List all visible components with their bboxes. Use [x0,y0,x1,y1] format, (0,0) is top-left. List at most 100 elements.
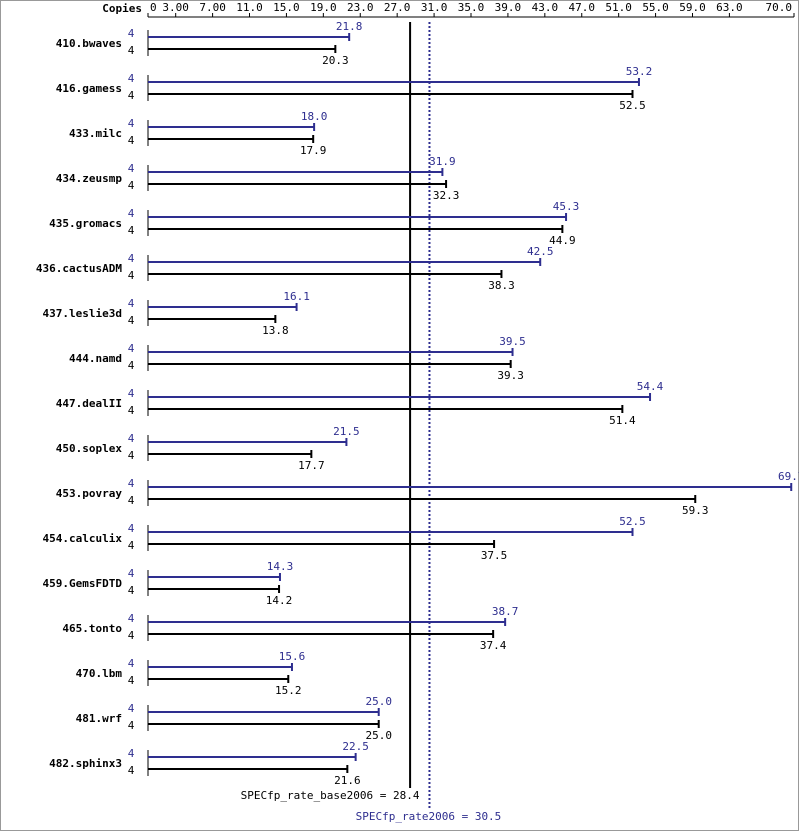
benchmark-label: 454.calculix [43,532,123,545]
x-tick-label: 70.0 [766,1,793,14]
bar [148,216,567,218]
benchmark-label: 482.sphinx3 [49,757,122,770]
copies-label: 4 [128,539,135,552]
value-label: 37.5 [481,549,508,562]
benchmark-label: 453.povray [56,487,123,500]
value-label: 69.7 [778,470,799,483]
copies-label: 4 [128,297,135,310]
bar [148,171,443,173]
value-label: 20.3 [322,54,349,67]
bar [148,261,541,263]
copies-label: 4 [128,387,135,400]
copies-label: 4 [128,612,135,625]
copies-label: 4 [128,449,135,462]
x-tick-label: 55.0 [642,1,669,14]
value-label: 31.9 [429,155,456,168]
benchmark-label: 437.leslie3d [43,307,122,320]
benchmark-label: 436.cactusADM [36,262,122,275]
benchmark-label: 450.soplex [56,442,123,455]
value-label: 53.2 [626,65,653,78]
value-label: 44.9 [549,234,576,247]
bar [148,81,639,83]
value-label: 15.6 [279,650,306,663]
bar [148,273,502,275]
bar [148,93,633,95]
x-tick-label: 11.0 [236,1,263,14]
benchmark-label: 459.GemsFDTD [43,577,123,590]
copies-label: 4 [128,764,135,777]
copies-label: 4 [128,314,135,327]
bar [148,486,792,488]
x-tick-label: 31.0 [421,1,448,14]
bar [148,228,563,230]
copies-label: 4 [128,629,135,642]
bar [148,396,651,398]
x-tick-label: 63.0 [716,1,743,14]
value-label: 52.5 [619,515,646,528]
value-label: 37.4 [480,639,507,652]
value-label: 21.8 [336,20,363,33]
bar [148,453,312,455]
value-label: 52.5 [619,99,646,112]
value-label: 38.3 [488,279,515,292]
copies-label: 4 [128,494,135,507]
bar [148,48,336,50]
value-label: 17.7 [298,459,325,472]
copies-label: 4 [128,567,135,580]
x-tick-label: 3.00 [162,1,189,14]
benchmark-label: 410.bwaves [56,37,122,50]
value-label: 22.5 [342,740,369,753]
copies-label: 4 [128,252,135,265]
bar [148,498,696,500]
bar [148,678,289,680]
bar [148,588,280,590]
benchmark-label: 447.dealII [56,397,122,410]
value-label: 54.4 [637,380,664,393]
x-tick-label: 15.0 [273,1,300,14]
bar [148,351,513,353]
value-label: 32.3 [433,189,460,202]
bar [148,318,276,320]
benchmark-label: 434.zeusmp [56,172,123,185]
copies-label: 4 [128,747,135,760]
value-label: 59.3 [682,504,709,517]
value-label: 21.6 [334,774,361,787]
copies-label: 4 [128,207,135,220]
copies-label: 4 [128,44,135,57]
value-label: 42.5 [527,245,554,258]
copies-label: 4 [128,72,135,85]
bar [148,768,348,770]
value-label: 39.5 [499,335,526,348]
copies-label: 4 [128,702,135,715]
benchmark-label: 435.gromacs [49,217,122,230]
copies-label: 4 [128,432,135,445]
value-label: 39.3 [497,369,524,382]
x-tick-label: 59.0 [679,1,706,14]
value-label: 17.9 [300,144,327,157]
x-tick-label: 51.0 [605,1,632,14]
bar [148,306,297,308]
value-label: 45.3 [553,200,580,213]
copies-label: 4 [128,359,135,372]
benchmark-label: 444.namd [69,352,122,365]
value-label: 25.0 [365,729,392,742]
bar [148,183,447,185]
reference-label: SPECfp_rate2006 = 30.5 [356,810,502,823]
bar [148,756,356,758]
value-label: 13.8 [262,324,289,337]
bar [148,408,623,410]
value-label: 25.0 [365,695,392,708]
copies-label: 4 [128,179,135,192]
bar [148,138,314,140]
value-label: 14.3 [267,560,294,573]
x-tick-label: 47.0 [568,1,595,14]
copies-label: 4 [128,719,135,732]
copies-label: 4 [128,117,135,130]
value-label: 38.7 [492,605,519,618]
bar [148,723,379,725]
bar [148,576,280,578]
copies-label: 4 [128,89,135,102]
copies-label: 4 [128,269,135,282]
